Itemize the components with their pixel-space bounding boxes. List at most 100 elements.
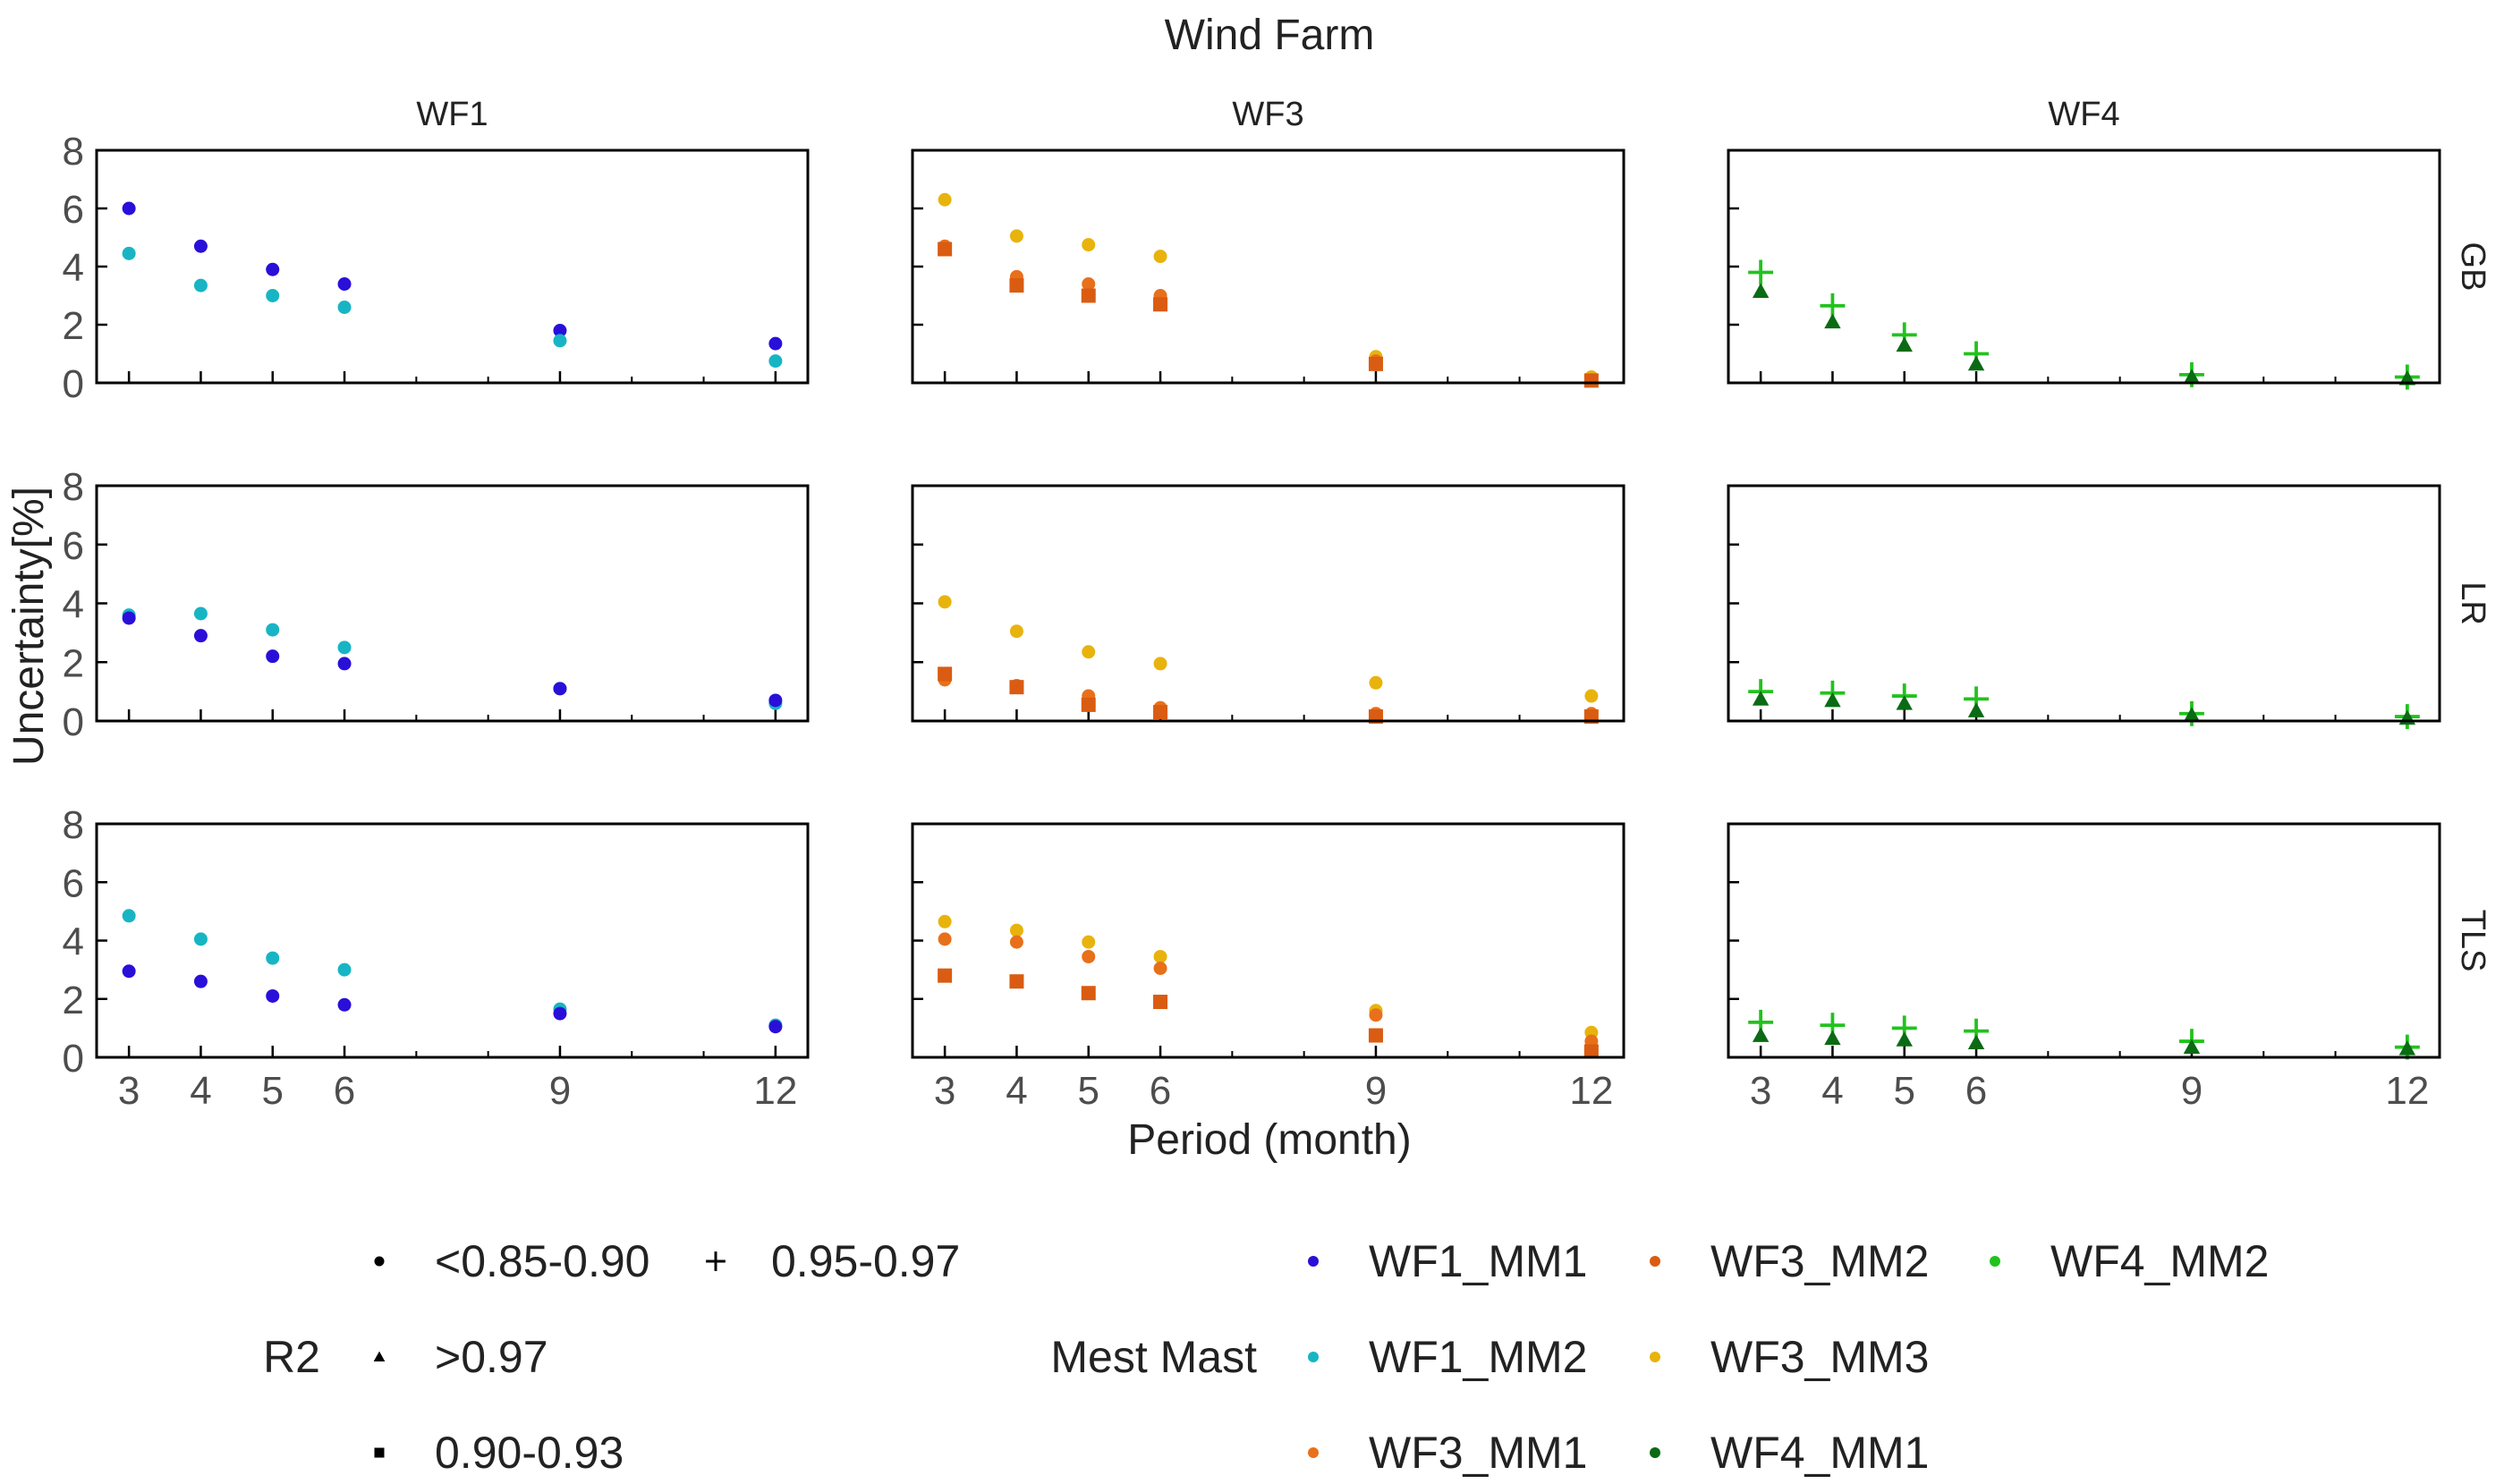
data-point <box>1752 283 1770 298</box>
series-wf3-mm2 <box>938 666 1599 725</box>
panel-wf4-tls: 3 4 5 6 9 12 TLS <box>1727 822 2491 1113</box>
data-point <box>2183 369 2201 384</box>
panel-wf4-lr: LR <box>1727 484 2491 730</box>
data-point <box>193 239 208 253</box>
legend-r2-label: >0.97 <box>435 1332 548 1382</box>
column-title: WF1 <box>416 96 488 133</box>
data-point <box>266 649 280 664</box>
x-axis-label: Period (month) <box>1127 1116 1411 1164</box>
legend-r2-title: R2 <box>263 1332 320 1382</box>
series-wf1-mm1 <box>122 611 783 708</box>
x-tick-label: 3 <box>1750 1069 1771 1113</box>
panel-frame <box>95 822 810 1059</box>
panel-wf1-tls: 0 2 4 6 8 3 4 5 6 9 12 <box>63 803 810 1113</box>
data-point <box>122 964 136 979</box>
data-point <box>938 595 952 609</box>
x-tick-label: 12 <box>1569 1069 1613 1113</box>
row-strip-label: LR <box>2454 581 2491 625</box>
data-point <box>1896 1031 1913 1047</box>
x-tick-label: 4 <box>190 1069 211 1113</box>
legend-mast-label: WF4_MM2 <box>2050 1236 2269 1286</box>
data-point <box>337 657 352 671</box>
data-point <box>337 277 352 291</box>
y-tick-label: 8 <box>63 803 84 847</box>
x-tick-label: 9 <box>2181 1069 2203 1113</box>
row-strip-label: GB <box>2454 242 2491 292</box>
y-tick-label: 6 <box>63 188 84 232</box>
data-point <box>337 997 352 1012</box>
panel-frame <box>95 148 810 385</box>
data-point <box>1967 355 1985 371</box>
legend-r2-label: 0.95-0.97 <box>771 1236 960 1286</box>
x-tick-label: 12 <box>753 1069 797 1113</box>
series-wf3-mm3 <box>938 914 1599 1039</box>
panel-frame <box>1727 822 2441 1059</box>
legend-key <box>1308 1256 1319 1267</box>
data-point <box>2398 1040 2416 1056</box>
data-point <box>193 629 208 643</box>
data-point <box>1896 336 1913 352</box>
data-point <box>553 334 567 348</box>
legend-key <box>1990 1256 2000 1267</box>
data-point <box>1082 935 1096 949</box>
legend-key <box>374 1256 385 1267</box>
data-point <box>122 201 136 216</box>
panel-frame <box>911 148 1625 385</box>
legend-key <box>373 1351 386 1362</box>
data-point <box>266 988 280 1003</box>
data-point <box>938 914 952 929</box>
data-point <box>1153 705 1168 720</box>
y-tick-label: 8 <box>63 465 84 509</box>
data-point <box>1081 986 1096 1001</box>
data-point <box>2398 369 2416 386</box>
data-point <box>1967 1034 1985 1050</box>
data-point <box>1009 624 1023 639</box>
data-point <box>337 640 352 655</box>
data-point <box>122 909 136 923</box>
data-point <box>1824 313 1841 329</box>
data-point <box>266 289 280 302</box>
data-point <box>1082 949 1096 963</box>
x-tick-label: 5 <box>1894 1069 1915 1113</box>
data-point <box>1368 1028 1383 1043</box>
data-point <box>193 974 208 988</box>
data-point <box>1748 259 1774 285</box>
data-point <box>938 666 953 682</box>
data-point <box>266 262 280 276</box>
x-tick-label: 6 <box>334 1069 355 1113</box>
data-point <box>1583 1044 1599 1059</box>
legend-key <box>374 1447 385 1458</box>
y-tick-label: 2 <box>63 979 84 1022</box>
panel-wf3-tls: 3 4 5 6 9 12 <box>911 822 1625 1113</box>
data-point <box>1082 238 1096 252</box>
legend-mast-label: WF3_MM2 <box>1710 1236 1929 1286</box>
y-tick-label: 2 <box>63 304 84 348</box>
legend-key <box>1650 1352 1660 1362</box>
data-point <box>1153 995 1168 1010</box>
series-wf3-mm2 <box>938 968 1599 1059</box>
panel-wf3-gb: WF3 <box>911 96 1625 388</box>
data-point <box>1583 373 1599 388</box>
chart-title: Wind Farm <box>1165 12 1375 59</box>
series-wf3-mm3 <box>938 192 1599 384</box>
data-point <box>1009 229 1023 243</box>
data-point <box>122 611 136 625</box>
legend-mast-label: WF3_MM1 <box>1369 1428 1587 1478</box>
data-point <box>1082 645 1096 659</box>
legend-mast-label: WF3_MM3 <box>1710 1332 1929 1382</box>
x-tick-label: 9 <box>1365 1069 1387 1113</box>
series-wf4-mm1 <box>1752 1027 2416 1056</box>
x-tick-label: 4 <box>1006 1069 1027 1113</box>
data-point <box>266 623 280 637</box>
panel-wf1-lr: 0 2 4 6 8 <box>63 465 810 744</box>
data-point <box>1153 949 1167 963</box>
legend-key <box>1308 1352 1319 1362</box>
data-point <box>1967 702 1985 717</box>
data-point <box>938 242 953 257</box>
data-point <box>938 932 952 946</box>
data-point <box>337 962 352 977</box>
legend-mast-title: Mest Mast <box>1050 1332 1257 1382</box>
x-tick-label: 6 <box>1965 1069 1987 1113</box>
y-tick-label: 4 <box>63 583 84 627</box>
y-tick-label: 4 <box>63 246 84 290</box>
